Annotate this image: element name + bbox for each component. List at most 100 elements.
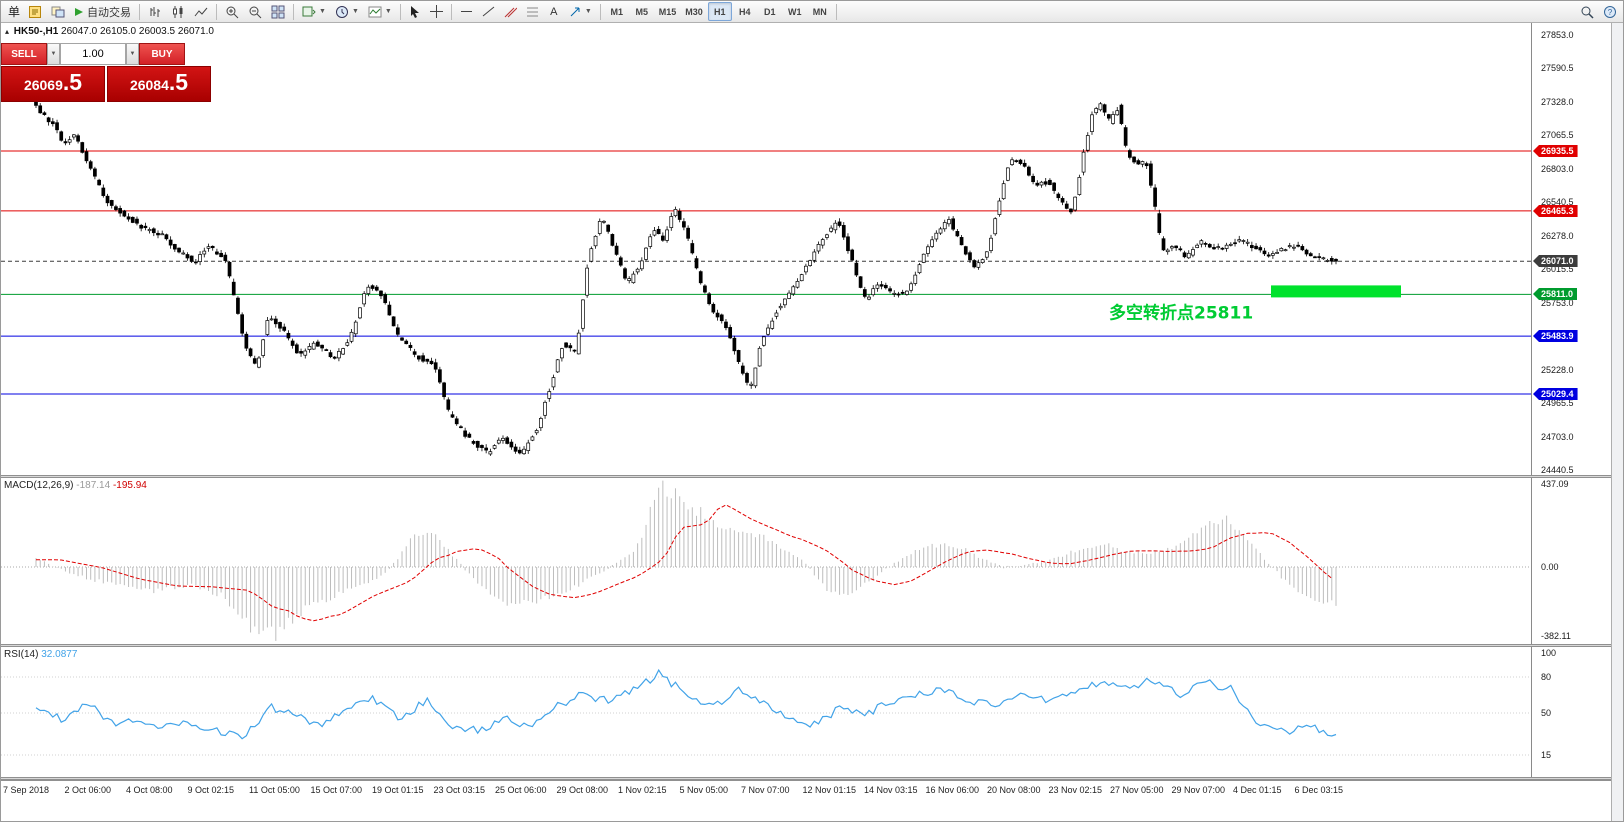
- time-axis-label: 20 Nov 08:00: [987, 785, 1041, 795]
- toolbar-separator: [599, 3, 601, 20]
- timeframe-button-H1[interactable]: H1: [707, 2, 732, 21]
- hline-price-badge: 26935.5: [1533, 145, 1578, 157]
- time-axis-label: 1 Nov 02:15: [618, 785, 667, 795]
- toolbar-separator: [293, 3, 295, 20]
- price-tick-label: 27853.0: [1541, 30, 1574, 40]
- arrows-tool-icon[interactable]: ▼: [565, 2, 596, 21]
- new-order-icon[interactable]: [24, 2, 46, 21]
- trendline-tool-icon[interactable]: [478, 2, 499, 21]
- timeframe-button-H4[interactable]: H4: [739, 6, 751, 17]
- panel-splitter[interactable]: [1, 475, 1611, 478]
- tile-windows-icon[interactable]: [267, 2, 289, 21]
- rsi-value: 32.0877: [41, 649, 78, 660]
- rsi-label: RSI(14) 32.0877: [4, 649, 77, 660]
- autotrading-button[interactable]: 自动交易: [70, 2, 135, 21]
- rsi-title: RSI(14): [4, 649, 39, 660]
- price-axis: 27853.0 27590.5 27328.0 27065.5 26803.0 26540…: [1531, 23, 1611, 475]
- macd-axis-label: -382.11: [1541, 631, 1571, 641]
- price-chart-panel[interactable]: ▴ HK50-,H1 26047.0 26105.0 26003.5 26071…: [1, 23, 1531, 475]
- time-axis-label: 7 Nov 07:00: [741, 785, 790, 795]
- price-tick-label: 25753.0: [1541, 298, 1574, 308]
- autotrading-label: 自动交易: [87, 6, 132, 19]
- panel-splitter: [1, 777, 1611, 780]
- time-axis-label: 29 Oct 08:00: [556, 785, 609, 795]
- zoom-in-icon[interactable]: [221, 2, 243, 21]
- panel-splitter[interactable]: [1, 644, 1611, 647]
- help-chat-icon[interactable]: ?: [1599, 2, 1621, 21]
- current-price-badge: 26071.0: [1533, 255, 1578, 267]
- channel-tool-icon[interactable]: [500, 2, 521, 21]
- zoom-out-icon[interactable]: [244, 2, 266, 21]
- rsi-axis-label: 50: [1541, 708, 1552, 718]
- toolbar-separator: [450, 3, 452, 20]
- macd-axis-label: 0.00: [1541, 562, 1559, 572]
- time-axis-label: 5 Nov 05:00: [679, 785, 729, 795]
- dropdown-caret-icon: ▼: [351, 8, 359, 15]
- crosshair-tool-icon[interactable]: [426, 2, 447, 21]
- price-tick-label: 26278.0: [1541, 231, 1574, 241]
- timeframe-button-M15[interactable]: M15: [658, 6, 677, 17]
- period-icon[interactable]: ▼: [331, 2, 363, 21]
- timeframe-button-M1[interactable]: M1: [610, 6, 624, 17]
- templates-icon[interactable]: ▼: [298, 2, 330, 21]
- macd-value-signal: -195.94: [112, 480, 147, 491]
- timeframe-button-D1[interactable]: D1: [764, 6, 776, 17]
- timeframe-button-M30[interactable]: M30: [685, 6, 703, 17]
- hline-price-badge: 26465.3: [1533, 205, 1578, 217]
- sell-button[interactable]: SELL: [1, 43, 47, 65]
- price-tick-label: 26803.0: [1541, 164, 1574, 174]
- menu-char[interactable]: 单: [8, 5, 21, 19]
- buy-button[interactable]: BUY: [139, 43, 185, 65]
- rsi-axis-label: 15: [1541, 750, 1552, 760]
- line-chart-icon[interactable]: [190, 2, 212, 21]
- svg-text:多空转折点25811: 多空转折点25811: [1109, 302, 1253, 323]
- time-axis-label: 9 Oct 02:15: [187, 785, 235, 795]
- price-tick-label: 26540.5: [1541, 197, 1574, 207]
- vertical-scrollbar[interactable]: [1611, 23, 1623, 821]
- timeframe-button-MN[interactable]: MN: [812, 6, 827, 17]
- buy-price-main: 26084: [129, 77, 169, 93]
- search-icon[interactable]: [1576, 2, 1598, 21]
- collapse-one-click-icon[interactable]: ▴: [5, 27, 10, 36]
- macd-panel[interactable]: MACD(12,26,9) -187.14 -195.94: [1, 478, 1531, 644]
- sell-dropdown-icon[interactable]: ▼: [47, 43, 60, 65]
- rsi-panel[interactable]: RSI(14) 32.0877: [1, 647, 1531, 777]
- symbol-label: HK50-,H1: [13, 26, 59, 37]
- macd-axis: 437.09 0.00 -382.11: [1531, 478, 1611, 644]
- hline-tool-icon[interactable]: [456, 2, 477, 21]
- fibonacci-tool-icon[interactable]: [522, 2, 543, 21]
- dropdown-caret-icon: ▼: [319, 8, 326, 15]
- time-axis[interactable]: 7 Sep 2018 2 Oct 06:00 4 Oct 08:00 9 Oct 02…: [1, 780, 1611, 802]
- time-axis-label: 19 Oct 01:15: [372, 785, 424, 795]
- price-tick-label: 27590.5: [1541, 63, 1574, 73]
- buy-price-big: .5: [168, 69, 189, 95]
- price-tick-label: 26015.5: [1541, 264, 1574, 274]
- buy-price-box[interactable]: 26084 .5: [107, 66, 211, 102]
- text-tool-button[interactable]: A: [544, 2, 564, 21]
- volume-input[interactable]: [60, 43, 126, 65]
- dropdown-caret-icon: ▼: [384, 8, 392, 15]
- sell-price-box[interactable]: 26069 .5: [1, 66, 105, 102]
- time-axis-label: 27 Nov 05:00: [1110, 785, 1164, 795]
- chart-area: ▴ HK50-,H1 26047.0 26105.0 26003.5 26071…: [1, 23, 1623, 821]
- macd-axis-label: 437.09: [1541, 479, 1569, 489]
- volume-dropdown-icon[interactable]: ▼: [126, 43, 139, 65]
- hline-price-badge: 25811.0: [1533, 288, 1578, 300]
- toolbar-separator: [399, 3, 401, 20]
- macd-label: MACD(12,26,9) -187.14 -195.94: [4, 480, 147, 491]
- candlestick-chart-icon[interactable]: [167, 2, 189, 21]
- timeframe-button-W1[interactable]: W1: [788, 6, 802, 17]
- charts-window-icon[interactable]: [47, 2, 69, 21]
- timeframe-button-M5[interactable]: M5: [635, 6, 649, 17]
- toolbar-separator: [216, 3, 218, 20]
- time-axis-label: 11 Oct 05:00: [249, 785, 300, 795]
- indicators-icon[interactable]: ▼: [364, 2, 396, 21]
- symbol-ohlc-label: ▴ HK50-,H1 26047.0 26105.0 26003.5 26071…: [5, 26, 214, 37]
- time-axis-label: 16 Nov 06:00: [925, 785, 980, 795]
- cursor-tool-icon[interactable]: [405, 2, 425, 21]
- rsi-axis: 100 80 50 15: [1531, 647, 1611, 777]
- price-tick-label: 24703.0: [1541, 432, 1574, 442]
- bar-chart-icon[interactable]: [144, 2, 166, 21]
- macd-value-main: -187.14: [76, 480, 111, 491]
